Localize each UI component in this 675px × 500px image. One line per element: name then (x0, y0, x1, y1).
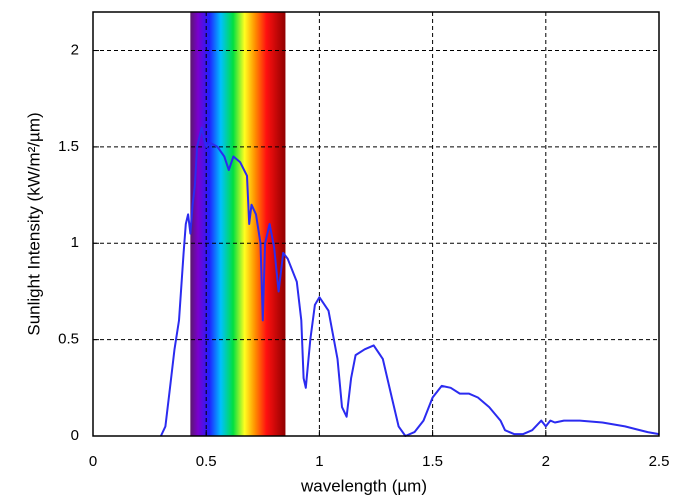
y-tick-label: 0 (71, 427, 79, 444)
y-tick-label: 0.5 (58, 331, 79, 348)
x-tick-label: 0.5 (196, 453, 217, 470)
y-axis-label: Sunlight Intensity (kW/m²/µm) (24, 112, 43, 335)
x-tick-label: 1.5 (422, 453, 443, 470)
plot-frame (92, 11, 660, 437)
y-tick-label: 2 (71, 42, 79, 59)
visible-band (190, 12, 286, 436)
y-tick-label: 1 (71, 234, 79, 251)
x-axis-label: wavelength (µm) (300, 476, 427, 495)
y-tick-label: 1.5 (58, 138, 79, 155)
x-tick-label: 2 (542, 453, 550, 470)
spectrum-line (159, 126, 660, 437)
x-tick-label: 1 (315, 453, 323, 470)
x-tick-label: 0 (89, 453, 97, 470)
plot-background (93, 12, 659, 436)
x-tick-label: 2.5 (649, 453, 670, 470)
